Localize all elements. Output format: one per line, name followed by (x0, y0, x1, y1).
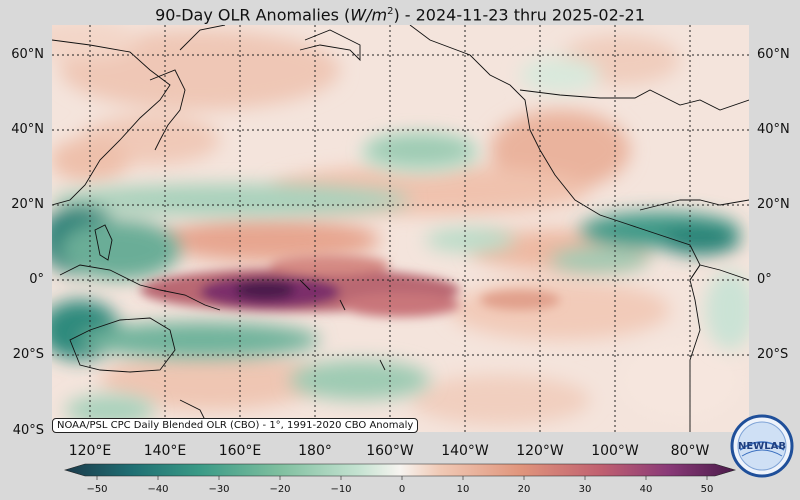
lat-label-left: 40°S (12, 423, 44, 438)
colorbar-tick-label: 40 (639, 484, 653, 495)
data-source-credit: NOAA/PSL CPC Daily Blended OLR (CBO) - 1… (52, 418, 419, 433)
lat-label-left: 20°N (11, 197, 44, 212)
lon-label: 120°W (516, 443, 564, 459)
lat-label-left: 0° (29, 272, 44, 287)
colorbar-tick-label: −50 (86, 484, 108, 495)
lat-label-right: 60°N (757, 47, 790, 62)
lat-label-right: 0° (757, 272, 772, 287)
lat-label-left: 20°S (12, 347, 44, 362)
colorbar-tick-label: −40 (147, 484, 169, 495)
graticule (52, 25, 749, 432)
lon-label: 140°E (143, 443, 187, 459)
lon-label: 180° (298, 443, 332, 459)
colorbar-tick-label: 50 (700, 484, 714, 495)
lat-label-right: 40°N (757, 122, 790, 137)
colorbar (63, 463, 737, 480)
colorbar-tick-label: 20 (517, 484, 531, 495)
lat-label-right: 20°N (757, 197, 790, 212)
lat-label-left: 60°N (11, 47, 44, 62)
psl-logo-icon: NEWLAB (730, 414, 794, 478)
lon-label: 160°W (366, 443, 414, 459)
lon-label: 160°E (218, 443, 262, 459)
map-title: 90-Day OLR Anomalies (W/m2) - 2024-11-23… (155, 5, 645, 25)
lon-label: 80°W (670, 443, 710, 459)
colorbar-tick-label: −20 (269, 484, 291, 495)
lat-label-right: 20°S (757, 347, 789, 362)
colorbar-tick-label: 30 (578, 484, 592, 495)
colorbar-tick-label: −10 (330, 484, 352, 495)
lon-label: 140°W (441, 443, 489, 459)
colorbar-tick-label: 0 (398, 484, 406, 495)
logo-text: NEWLAB (738, 441, 786, 452)
colorbar-tick-label: −30 (208, 484, 230, 495)
colorbar-tick-label: 10 (456, 484, 470, 495)
lat-label-left: 40°N (11, 122, 44, 137)
lon-label: 120°E (68, 443, 112, 459)
olr-anomaly-field (52, 25, 749, 432)
lon-label: 100°W (591, 443, 639, 459)
